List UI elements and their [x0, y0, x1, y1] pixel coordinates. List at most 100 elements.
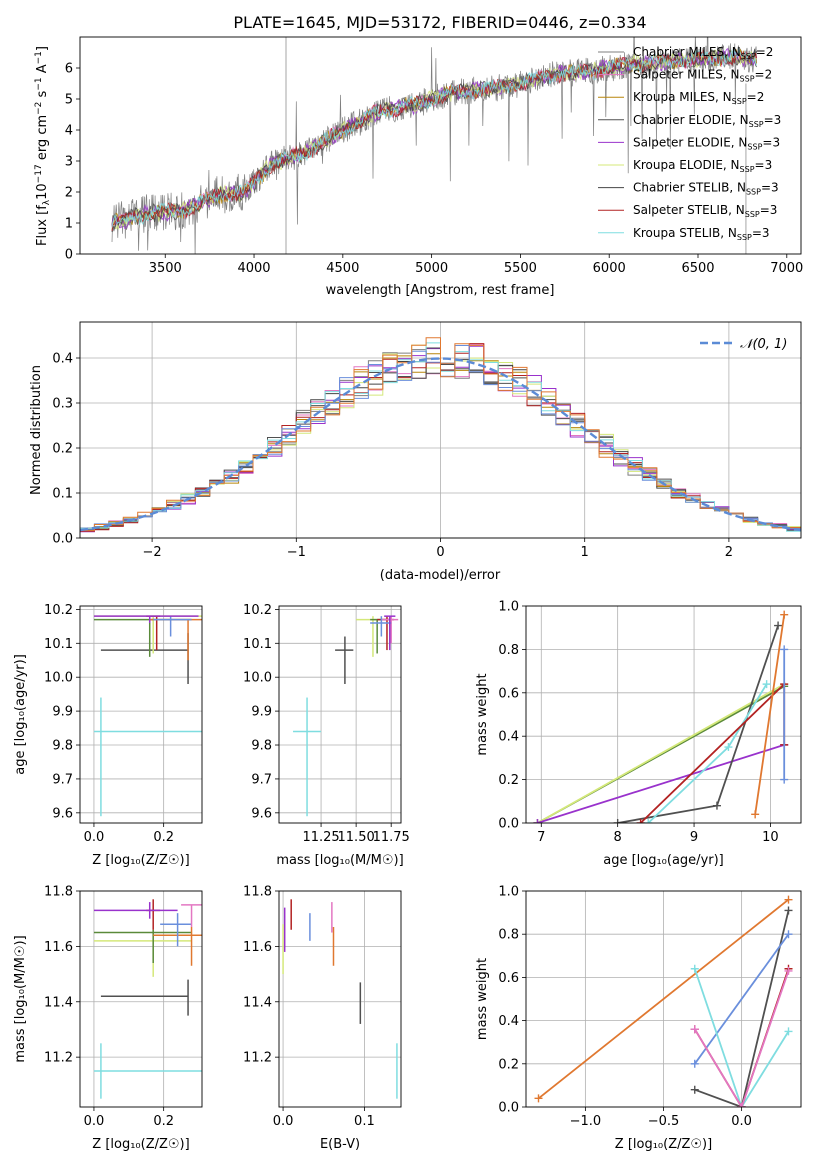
- y-tick-label: 5: [65, 93, 73, 108]
- data-point: [149, 618, 202, 661]
- y-axis-label: Flux [fλ10−17 erg cm−2 s−1 A−1]: [34, 46, 52, 246]
- series-4: [644, 680, 771, 823]
- legend-label: Kroupa ELODIE, NSSP=3: [633, 158, 772, 174]
- series-line: [694, 933, 790, 1065]
- x-tick-label: 0.2: [153, 830, 174, 845]
- y-tick-label: 0: [65, 248, 73, 263]
- series-0: [534, 895, 793, 1103]
- y-tick-label: 6: [65, 62, 73, 77]
- x-axis-label: Z [log₁₀(Z/Z☉)]: [92, 1137, 189, 1152]
- model-line-8: [111, 48, 758, 228]
- y-tick-label: 0.8: [498, 928, 519, 943]
- y-tick-label: 11.8: [243, 885, 272, 900]
- y-tick-label: 9.8: [52, 739, 73, 754]
- y-tick-label: 0.6: [498, 686, 519, 701]
- x-tick-label: 11.75: [373, 830, 410, 845]
- histogram-step-10: [80, 337, 801, 532]
- legend-label: Salpeter ELODIE, NSSP=3: [633, 135, 780, 151]
- plus-marker: [751, 810, 760, 819]
- y-tick-label: 1: [65, 217, 73, 232]
- data-point: [93, 902, 178, 919]
- model-line-2: [111, 48, 758, 227]
- data-point: [160, 913, 192, 947]
- plus-marker: [533, 819, 542, 823]
- x-tick-label: 0.2: [153, 1114, 174, 1129]
- data-point: [93, 615, 199, 623]
- grid-lines: [80, 890, 202, 1107]
- x-tick-label: 5500: [504, 261, 537, 276]
- plot-area: [282, 899, 398, 1099]
- mass-vs-metallicity-panel: 0.0 0.2 11.2 11.4 11.6 11.8 Z [log₁₀(Z/Z☉)] mas…: [13, 885, 203, 1152]
- y-tick-label: 0.2: [52, 442, 73, 457]
- x-axis-label: age [log₁₀(age/yr)]: [603, 853, 724, 868]
- series-line: [694, 970, 790, 1107]
- plot-area: [534, 895, 793, 1107]
- x-tick-label: −0.5: [648, 1114, 680, 1129]
- series-2: [690, 930, 793, 1068]
- series-line: [537, 744, 785, 823]
- y-tick-label: 0.4: [498, 730, 519, 745]
- y-tick-label: 9.8: [251, 739, 272, 754]
- y-tick-label: 0.1: [52, 487, 73, 502]
- plus-marker: [762, 680, 771, 689]
- data-point: [370, 616, 392, 637]
- y-tick-label: 11.6: [243, 940, 272, 955]
- x-tick-label: 10: [762, 830, 779, 845]
- y-tick-label: 0.3: [52, 397, 73, 412]
- legend: 𝒩(0, 1): [700, 337, 787, 352]
- plus-marker: [613, 819, 622, 823]
- y-tick-label: 10.2: [243, 603, 272, 618]
- y-tick-label: 10.2: [44, 603, 73, 618]
- y-tick-label: 1.0: [498, 885, 519, 900]
- series-line: [754, 614, 786, 815]
- y-tick-label: 1.0: [498, 600, 519, 615]
- y-tick-label: 0.4: [498, 1014, 519, 1029]
- plot-frame: [525, 890, 802, 1108]
- y-tick-label: 9.7: [251, 772, 272, 787]
- x-tick-label: 0: [436, 545, 444, 560]
- series-5: [690, 966, 793, 1107]
- residual-histogram-panel: −2 −1 0 1 2 0.0 0.1 0.2 0.3 0.4 (data-model)/error…: [29, 321, 802, 583]
- grid-lines: [80, 606, 202, 823]
- x-tick-label: 0.0: [84, 830, 105, 845]
- plus-marker: [780, 645, 789, 654]
- y-tick-label: 9.9: [251, 705, 272, 720]
- x-tick-label: 0.0: [84, 1114, 105, 1129]
- y-tick-label: 9.6: [251, 806, 272, 821]
- plot-frame: [525, 605, 802, 824]
- x-tick-label: 9: [690, 830, 698, 845]
- y-tick-label: 11.2: [243, 1051, 272, 1066]
- x-tick-label: 0.0: [731, 1114, 752, 1129]
- plot-area: [293, 615, 399, 817]
- x-tick-label: −1: [287, 545, 306, 560]
- x-tick-label: 4000: [237, 261, 270, 276]
- y-tick-label: 0.0: [498, 1101, 519, 1116]
- plus-marker: [724, 743, 733, 752]
- plus-marker: [774, 621, 783, 630]
- plot-frame: [79, 890, 203, 1108]
- y-tick-label: 4: [65, 124, 73, 139]
- data-point: [100, 633, 189, 684]
- plus-marker: [784, 895, 793, 904]
- plus-marker: [690, 964, 699, 973]
- legend-label: 𝒩(0, 1): [740, 337, 787, 352]
- y-tick-label: 10.1: [44, 637, 73, 652]
- legend-label: Chabrier ELODIE, NSSP=3: [633, 113, 781, 129]
- x-tick-label: 0.1: [354, 1114, 375, 1129]
- grid-lines: [279, 606, 401, 823]
- grid-lines: [279, 890, 401, 1107]
- series-line: [693, 968, 790, 1107]
- x-tick-label: 11.25: [302, 830, 339, 845]
- mass-weight-vs-metallicity-panel: −1.0 −0.5 0.0 0.0 0.2 0.4 0.6 0.8 1.0 Z [log₁₀(Z/…: [475, 885, 802, 1152]
- x-tick-label: −2: [143, 545, 162, 560]
- x-axis-label: mass [log₁₀(M/M☉)]: [276, 853, 403, 868]
- plus-marker: [780, 610, 789, 619]
- grid-lines: [526, 605, 801, 824]
- plus-marker: [644, 819, 653, 823]
- y-tick-label: 11.2: [44, 1051, 73, 1066]
- y-axis-label: mass weight: [475, 958, 490, 1040]
- plus-marker: [690, 1025, 699, 1034]
- plus-marker: [712, 801, 721, 810]
- y-tick-label: 9.7: [52, 772, 73, 787]
